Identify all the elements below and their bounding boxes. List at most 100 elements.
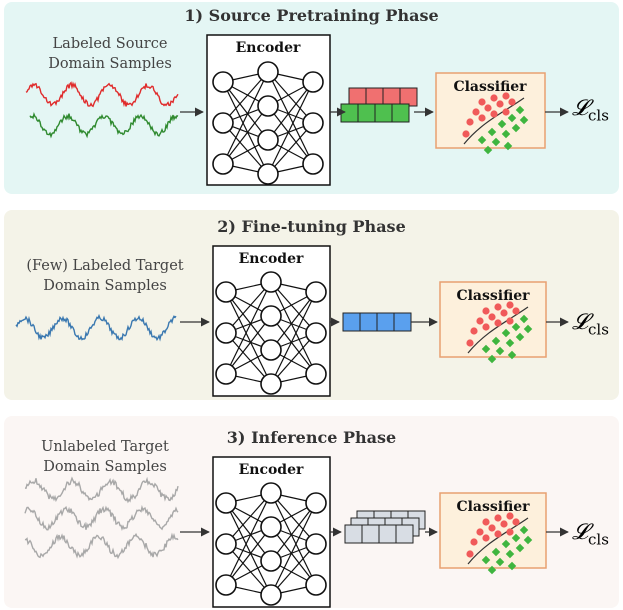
- network-edge: [267, 105, 314, 165]
- green-class-point: [477, 135, 487, 145]
- loss-subscript: cls: [588, 106, 609, 125]
- phase-1-feature-vector-red: [348, 87, 418, 107]
- phase-1-feature-vector-green: [340, 103, 410, 123]
- green-class-point: [519, 525, 529, 535]
- green-class-point: [495, 557, 505, 567]
- network-edge: [225, 291, 272, 351]
- network-node: [260, 482, 282, 504]
- red-class-point: [476, 528, 484, 536]
- phase-1-encoder-network: [212, 61, 324, 185]
- green-class-point: [487, 127, 497, 137]
- network-node: [260, 271, 282, 293]
- red-class-point: [506, 301, 514, 309]
- phase-3-label-line1: Unlabeled Target: [41, 439, 169, 455]
- network-edge: [222, 122, 269, 175]
- red-class-point: [478, 114, 486, 122]
- green-class-point: [481, 344, 491, 354]
- green-class-point: [501, 129, 511, 139]
- green-class-point: [505, 549, 515, 559]
- green-class-point: [483, 145, 493, 155]
- phase-2-classifier-scatter: [466, 301, 533, 364]
- feature-cell: [342, 312, 361, 332]
- network-node: [212, 71, 234, 93]
- network-node: [305, 322, 327, 344]
- network-node: [260, 373, 282, 395]
- network-node: [260, 584, 282, 606]
- green-class-point: [503, 141, 513, 151]
- red-class-point: [466, 339, 474, 347]
- red-class-point: [472, 108, 480, 116]
- network-node: [302, 153, 324, 175]
- red-class-point: [482, 534, 490, 542]
- feature-cell: [348, 87, 367, 107]
- network-edge: [267, 81, 314, 175]
- network-edge: [225, 492, 272, 545]
- network-node: [260, 516, 282, 538]
- phase-1-loss: 𝓛cls: [572, 96, 609, 124]
- red-class-point: [512, 307, 520, 315]
- red-class-point: [496, 100, 504, 108]
- network-node: [305, 533, 327, 555]
- red-class-point: [488, 313, 496, 321]
- network-edge: [225, 543, 272, 596]
- green-class-point: [507, 561, 517, 571]
- unlabeled-wave-2: [24, 504, 179, 531]
- green-class-point: [487, 354, 497, 364]
- unlabeled-wave-3: [24, 532, 179, 560]
- loss-subscript: cls: [588, 320, 609, 339]
- network-edge: [270, 291, 317, 385]
- red-class-point: [482, 307, 490, 315]
- network-edge: [270, 291, 317, 351]
- green-class-point: [515, 543, 525, 553]
- red-class-point: [466, 550, 474, 558]
- red-class-point: [476, 317, 484, 325]
- network-edge: [270, 502, 317, 562]
- phase-1-label-line1: Labeled Source: [52, 36, 168, 52]
- phase-3-label-line2: Domain Samples: [43, 459, 167, 475]
- network-node: [215, 363, 237, 385]
- network-edge: [225, 502, 272, 596]
- green-class-point: [519, 314, 529, 324]
- phase-1-classifier-scatter: [462, 92, 529, 155]
- network-edge: [222, 81, 269, 175]
- red-class-point: [508, 98, 516, 106]
- red-class-point: [512, 518, 520, 526]
- network-edge: [225, 281, 272, 334]
- network-edge: [270, 332, 317, 385]
- network-edge: [267, 122, 314, 175]
- green-class-point: [481, 555, 491, 565]
- red-class-point: [494, 530, 502, 538]
- network-node: [260, 339, 282, 361]
- network-edge: [270, 502, 317, 596]
- red-class-point: [494, 319, 502, 327]
- green-class-point: [511, 533, 521, 543]
- red-class-point: [506, 528, 514, 536]
- green-class-point: [501, 328, 511, 338]
- source-wave-green: [29, 112, 179, 139]
- phase-2-loss: 𝓛cls: [572, 310, 609, 338]
- red-class-point: [494, 303, 502, 311]
- red-class-point: [482, 518, 490, 526]
- network-edge: [225, 281, 272, 375]
- phase-2-sample-label: (Few) Labeled Target Domain Samples: [10, 256, 200, 296]
- red-class-point: [462, 130, 470, 138]
- unlabeled-wave-1: [24, 476, 179, 504]
- red-class-point: [506, 317, 514, 325]
- red-class-point: [502, 108, 510, 116]
- feature-cell: [395, 524, 414, 544]
- network-edge: [270, 492, 317, 586]
- network-node: [257, 95, 279, 117]
- red-class-point: [506, 512, 514, 520]
- network-node: [305, 574, 327, 596]
- green-class-point: [487, 565, 497, 575]
- green-class-point: [491, 547, 501, 557]
- red-class-point: [490, 94, 498, 102]
- network-edge: [222, 71, 269, 165]
- red-class-point: [470, 538, 478, 546]
- feature-cell: [382, 87, 401, 107]
- network-node: [215, 533, 237, 555]
- network-edge: [222, 71, 269, 124]
- network-node: [305, 281, 327, 303]
- network-node: [260, 305, 282, 327]
